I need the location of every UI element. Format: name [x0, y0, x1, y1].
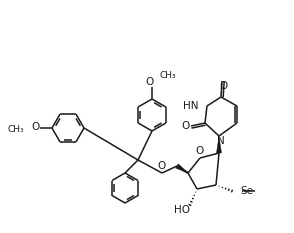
- Text: O: O: [158, 161, 166, 171]
- Text: O: O: [181, 121, 189, 131]
- Text: O: O: [146, 77, 154, 87]
- Text: O: O: [220, 81, 228, 91]
- Text: CH₃: CH₃: [159, 71, 176, 79]
- Polygon shape: [216, 136, 221, 153]
- Text: O: O: [196, 146, 204, 156]
- Text: HO: HO: [174, 205, 190, 215]
- Text: CH₃: CH₃: [7, 124, 24, 134]
- Text: HN: HN: [183, 101, 198, 111]
- Text: N: N: [217, 136, 225, 146]
- Text: Se: Se: [240, 186, 253, 196]
- Polygon shape: [176, 164, 188, 173]
- Text: O: O: [31, 122, 39, 132]
